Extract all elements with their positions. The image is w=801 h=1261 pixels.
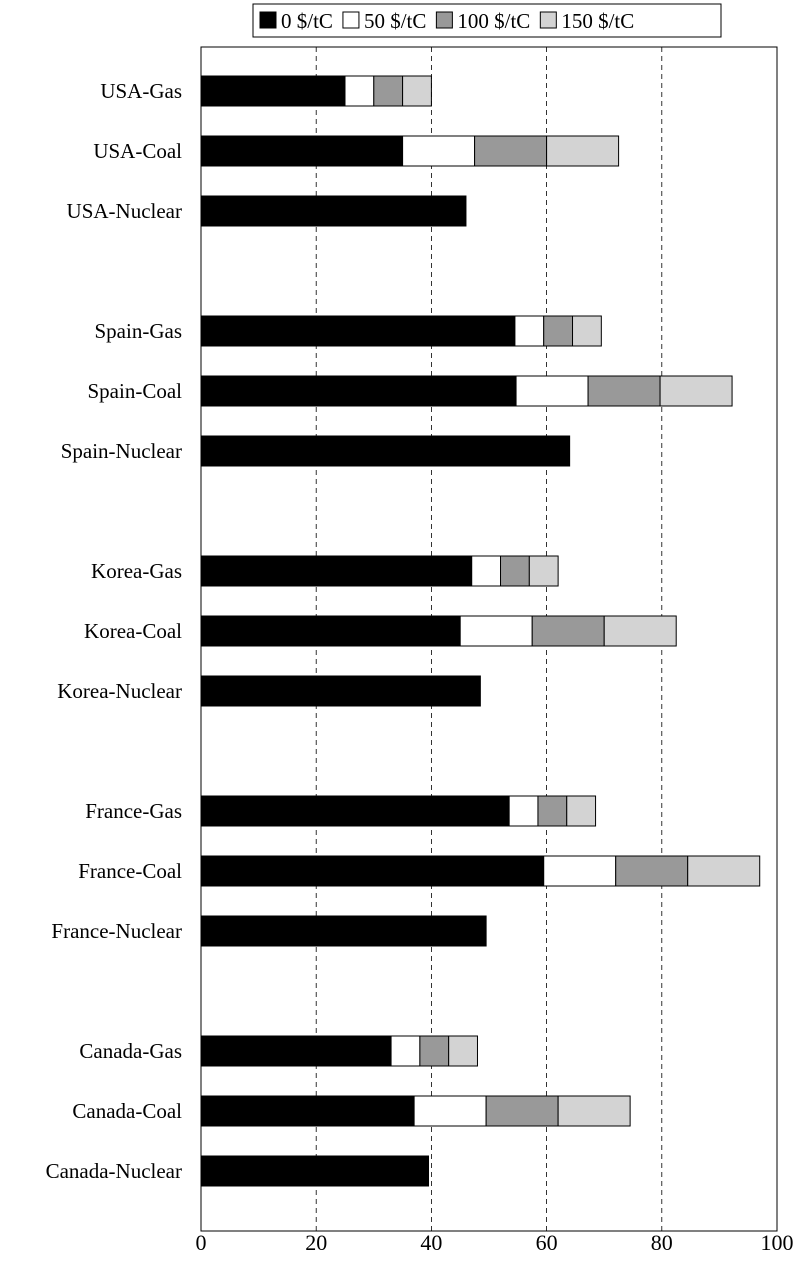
bar-canada-coal-0-tc [200, 1095, 415, 1127]
bar-canada-coal-50-tc [413, 1095, 487, 1127]
bar-spain-coal-50-tc [515, 375, 589, 407]
bar-korea-coal-100-tc [531, 615, 605, 647]
category-label-spain-coal: Spain-Coal [88, 379, 183, 403]
legend-box [252, 3, 722, 38]
bar-usa-gas-100-tc [373, 75, 404, 107]
bar-spain-gas-100-tc [543, 315, 574, 347]
bar-france-coal-150-tc [687, 855, 761, 887]
bar-france-coal-0-tc [200, 855, 545, 887]
category-label-korea-gas: Korea-Gas [91, 559, 182, 583]
category-label-france-nuclear: France-Nuclear [51, 919, 182, 943]
bar-korea-gas-0-tc [200, 555, 473, 587]
category-label-usa-nuclear: USA-Nuclear [67, 199, 182, 223]
bar-korea-coal-0-tc [200, 615, 461, 647]
bar-spain-nuclear-0-tc [200, 435, 571, 467]
bar-korea-coal-50-tc [459, 615, 533, 647]
bar-usa-nuclear-0-tc [200, 195, 467, 227]
x-tick-label-100: 100 [761, 1230, 794, 1255]
x-tick-label-40: 40 [420, 1230, 442, 1255]
bar-usa-gas-0-tc [200, 75, 346, 107]
x-tick-label-80: 80 [651, 1230, 673, 1255]
bar-canada-gas-0-tc [200, 1035, 392, 1067]
bar-france-gas-50-tc [508, 795, 539, 827]
legend-swatch-0-tc [259, 11, 277, 29]
legend-swatch-150-tc [539, 11, 557, 29]
x-tick-label-20: 20 [305, 1230, 327, 1255]
legend-swatch-100-tc [435, 11, 453, 29]
legend-label-150-tc: 150 $/tC [561, 9, 634, 33]
legend: 0 $/tC 50 $/tC 100 $/tC 150 $/tC [252, 3, 722, 38]
bar-usa-coal-50-tc [402, 135, 476, 167]
bar-usa-coal-150-tc [546, 135, 620, 167]
category-label-usa-coal: USA-Coal [93, 139, 182, 163]
bar-usa-gas-150-tc [402, 75, 432, 107]
legend-label-0-tc: 0 $/tC [281, 9, 333, 33]
bar-france-gas-150-tc [566, 795, 597, 827]
bar-spain-gas-0-tc [200, 315, 516, 347]
bar-usa-coal-100-tc [474, 135, 548, 167]
bar-korea-gas-150-tc [528, 555, 559, 587]
category-labels: USA-Gas USA-Coal USA-Nuclear Spain-Gas Spain… [46, 79, 183, 1183]
category-label-spain-gas: Spain-Gas [95, 319, 183, 343]
bar-korea-nuclear-0-tc [200, 675, 481, 707]
x-axis-ticks: 0 20 40 60 80 100 [196, 1230, 794, 1255]
bar-france-coal-50-tc [543, 855, 617, 887]
bar-canada-gas-50-tc [390, 1035, 421, 1067]
bar-usa-gas-50-tc [344, 75, 375, 107]
bar-canada-nuclear-0-tc [200, 1155, 430, 1187]
bar-spain-coal-150-tc [659, 375, 733, 407]
category-label-korea-nuclear: Korea-Nuclear [57, 679, 182, 703]
bar-korea-gas-100-tc [500, 555, 530, 587]
category-label-canada-gas: Canada-Gas [79, 1039, 182, 1063]
bar-france-gas-0-tc [200, 795, 510, 827]
bar-korea-gas-50-tc [471, 555, 502, 587]
legend-label-50-tc: 50 $/tC [364, 9, 426, 33]
bar-canada-coal-100-tc [485, 1095, 559, 1127]
bar-france-coal-100-tc [615, 855, 689, 887]
plot-area-frame [200, 46, 778, 1232]
category-label-france-gas: France-Gas [85, 799, 182, 823]
bar-france-nuclear-0-tc [200, 915, 487, 947]
category-label-korea-coal: Korea-Coal [84, 619, 182, 643]
bar-usa-coal-0-tc [200, 135, 404, 167]
bar-spain-gas-150-tc [572, 315, 602, 347]
bars [200, 75, 761, 1187]
bar-canada-gas-150-tc [448, 1035, 478, 1067]
legend-label-100-tc: 100 $/tC [457, 9, 530, 33]
bar-canada-coal-150-tc [557, 1095, 631, 1127]
x-tick-label-60: 60 [536, 1230, 558, 1255]
category-label-france-coal: France-Coal [78, 859, 182, 883]
category-label-canada-coal: Canada-Coal [72, 1099, 182, 1123]
x-tick-label-0: 0 [196, 1230, 207, 1255]
bar-france-gas-100-tc [537, 795, 568, 827]
bar-spain-coal-100-tc [587, 375, 661, 407]
legend-swatch-50-tc [342, 11, 360, 29]
bar-spain-coal-0-tc [200, 375, 517, 407]
category-label-spain-nuclear: Spain-Nuclear [61, 439, 182, 463]
bar-korea-coal-150-tc [603, 615, 677, 647]
category-label-usa-gas: USA-Gas [100, 79, 182, 103]
category-label-canada-nuclear: Canada-Nuclear [46, 1159, 182, 1183]
bar-canada-gas-100-tc [419, 1035, 450, 1067]
bar-spain-gas-50-tc [514, 315, 545, 347]
